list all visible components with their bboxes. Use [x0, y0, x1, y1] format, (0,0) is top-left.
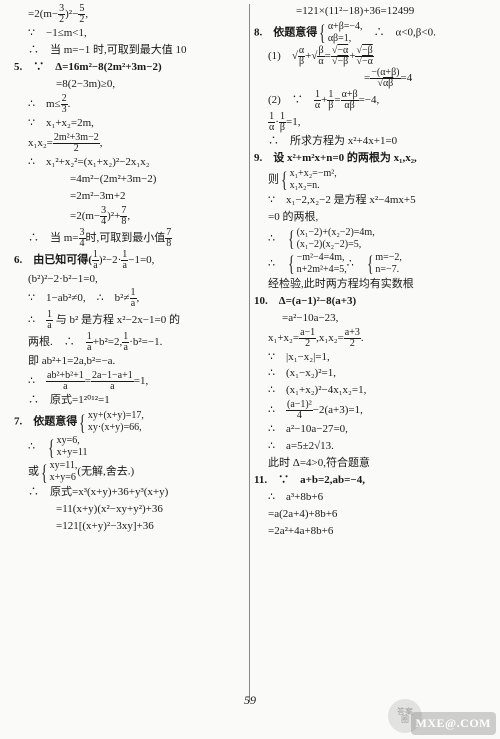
right-column: =121×(11²−18)+36=12499 8. 依题意得{α+β=−4,αβ…: [250, 4, 490, 702]
math-line: 或{xy=11,x+y=6(无解,舍去.): [14, 460, 245, 484]
math-line: ∴ {−m²−4=4m,n+2m²+4=5,∴ {m=−2,n=−7.: [254, 252, 486, 276]
math-line: ∴ 原式=x³(x+y)+36+y³(x+y): [14, 485, 245, 501]
page-number: 59: [0, 692, 500, 709]
math-line: 即 ab²+1=2a,b²=−a.: [14, 354, 245, 370]
math-line: =2m²−3m+2: [14, 189, 245, 205]
math-line: ∴ (x₁−x₂)²=1,: [254, 366, 486, 382]
problem-10: 10. Δ=(a−1)²−8(a+3): [254, 294, 486, 310]
math-line: =2(m−32)²−52,: [14, 4, 245, 25]
math-line: ∵ x₁−2,x₂−2 是方程 x²−4mx+5: [254, 193, 486, 209]
math-line: ∴ m≤23.: [14, 94, 245, 115]
math-line: ∴ a³+8b+6: [254, 490, 486, 506]
math-line: =2(m−34)²+78,: [14, 206, 245, 227]
watermark-text: MXE@.COM: [411, 712, 496, 735]
math-line: 1α·1β=1,: [254, 112, 486, 133]
math-line: ∴ 1a 与 b² 是方程 x²−2x−1=0 的: [14, 310, 245, 331]
math-line: x₁+x₂=a−12,x₁x₂=a+32.: [254, 328, 486, 349]
page-container: =2(m−32)²−52, ∵ −1≤m<1, ∴ 当 m=−1 时,可取到最大…: [0, 0, 500, 702]
math-line: ∴ (x₁+x₂)²−4x₁x₂=1,: [254, 383, 486, 399]
math-line: =11(x+y)(x²−xy+y²)+36: [14, 502, 245, 518]
math-line: =a²−10a−23,: [254, 311, 486, 327]
math-line: =4m²−(2m²+3m−2): [14, 172, 245, 188]
math-line: ∴ 原式=1²⁰¹²=1: [14, 393, 245, 409]
math-line: =121[(x+y)²−3xy]+36: [14, 519, 245, 535]
math-line: =2a²+4a+8b+6: [254, 524, 486, 540]
math-line: 此时 Δ=4>0,符合题意: [254, 456, 486, 472]
math-line: =−(α+β)√αβ=4: [254, 68, 486, 89]
math-line: 经检验,此时两方程均有实数根: [254, 277, 486, 293]
math-line: 两根. ∴ 1a+b²=2,1a·b²=−1.: [14, 332, 245, 353]
math-line: x₁x₂=2m²+3m−22,: [14, 133, 245, 154]
math-line: ∴ 当 m=34时,可取到最小值78: [14, 228, 245, 249]
math-line: ∴ (a−1)²4−2(a+3)=1,: [254, 400, 486, 421]
left-column: =2(m−32)²−52, ∵ −1≤m<1, ∴ 当 m=−1 时,可取到最大…: [10, 4, 250, 702]
math-line: ∴ x₁²+x₂²=(x₁+x₂)²−2x₁x₂: [14, 155, 245, 171]
math-line: =8(2−3m)≥0,: [14, 77, 245, 93]
problem-9: 9. 设 x²+m²x+n=0 的两根为 x₁,x₂,: [254, 151, 486, 167]
math-line: =121×(11²−18)+36=12499: [254, 4, 486, 20]
math-line: ∵ −1≤m<1,: [14, 26, 245, 42]
math-line: ∵ x₁+x₂=2m,: [14, 116, 245, 132]
math-line: ∵ |x₁−x₂|=1,: [254, 350, 486, 366]
math-line: ∴ {xy=6,x+y=11: [14, 435, 245, 459]
math-line: (1) √αβ+√βα=√−α√−β+√−β√−α: [254, 46, 486, 67]
math-line: ∴ a=5±2√13.: [254, 439, 486, 455]
math-line: ∵ 1−ab²≠0, ∴ b²≠1a,: [14, 288, 245, 309]
math-line: 则{x₁+x₂=−m²,x₁x₂=n.: [254, 168, 486, 192]
math-line: =0 的两根,: [254, 210, 486, 226]
problem-5: 5. ∵ Δ=16m²−8(2m²+3m−2): [14, 60, 245, 76]
math-line: ∴ {(x₁−2)+(x₂−2)=4m,(x₁−2)(x₂−2)=5,: [254, 227, 486, 251]
problem-11: 11. ∵ a+b=2,ab=−4,: [254, 473, 486, 489]
math-line: ∴ a²−10a−27=0,: [254, 422, 486, 438]
math-line: (2) ∵ 1α+1β=α+βαβ=−4,: [254, 90, 486, 111]
problem-8: 8. 依题意得{α+β=−4,αβ=1, ∴ α<0,β<0.: [254, 21, 486, 45]
math-line: =a(2a+4)+8b+6: [254, 507, 486, 523]
problem-6: 6. 由已知可得(1a)²−2·1a−1=0,: [14, 250, 245, 271]
math-line: (b²)²−2·b²−1=0,: [14, 272, 245, 288]
math-line: ∴ ab²+b²+1a=2a−1−a+1a=1,: [14, 371, 245, 392]
math-line: ∴ 当 m=−1 时,可取到最大值 10: [14, 43, 245, 59]
math-line: ∴ 所求方程为 x²+4x+1=0: [254, 134, 486, 150]
problem-7: 7. 依题意得{xy+(x+y)=17,xy·(x+y)=66,: [14, 410, 245, 434]
